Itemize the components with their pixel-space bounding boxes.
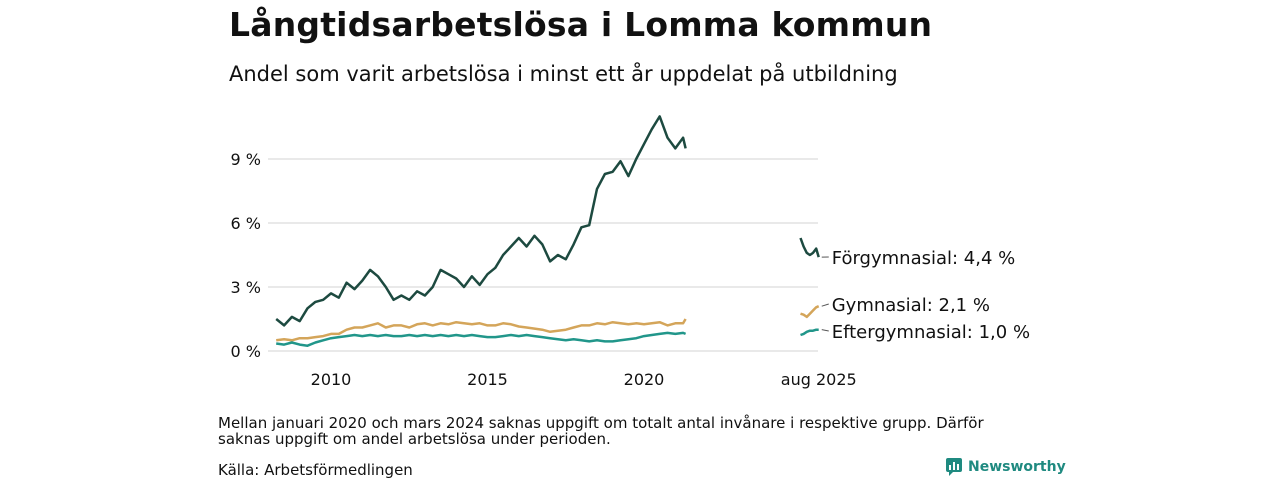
x-tick-label: 2015 (467, 370, 508, 389)
series-line-gymnasial-1 (800, 305, 820, 319)
end-label-forgymnasial: Förgymnasial: 4,4 % (832, 248, 1016, 269)
series-line-forgymnasial-1 (799, 237, 820, 258)
end-labels: Förgymnasial: 4,4 % Gymnasial: 2,1 % Efter… (821, 248, 1030, 343)
series-line-eftergymnasial-0 (276, 331, 687, 347)
end-label-connector (821, 329, 829, 332)
y-tick-label: 0 % (231, 342, 261, 361)
brand-logo: Newsworthy (946, 458, 1066, 476)
y-tick-label: 6 % (231, 214, 261, 233)
series-line-gymnasial-0 (276, 318, 687, 342)
y-tick-label: 9 % (231, 150, 261, 169)
chart-title: Långtidsarbetslösa i Lomma kommun (229, 5, 933, 44)
end-label-connector (821, 303, 829, 307)
x-axis-ticks: 2010 2015 2020 aug 2025 (311, 370, 857, 389)
x-tick-label: 2020 (624, 370, 665, 389)
series-line-forgymnasial-0 (275, 115, 687, 327)
source-credit: Källa: Arbetsförmedlingen (218, 461, 413, 479)
end-label-eftergymnasial: Eftergymnasial: 1,0 % (832, 322, 1030, 343)
x-tick-label: 2010 (311, 370, 352, 389)
x-tick-label: aug 2025 (781, 370, 857, 389)
brand-name: Newsworthy (968, 459, 1066, 475)
end-label-gymnasial: Gymnasial: 2,1 % (832, 295, 990, 316)
y-tick-label: 3 % (231, 278, 261, 297)
series-line-eftergymnasial-1 (800, 328, 819, 337)
series-lines (275, 115, 820, 347)
chart-subtitle: Andel som varit arbetslösa i minst ett å… (229, 62, 898, 86)
newsworthy-logo-icon (946, 458, 962, 476)
grid-lines (268, 158, 818, 352)
footnote: Mellan januari 2020 och mars 2024 saknas… (218, 414, 984, 448)
line-chart: 0 % 3 % 6 % 9 % 2010 2015 2020 aug 2025 Förgym… (231, 115, 1030, 389)
y-axis-ticks: 0 % 3 % 6 % 9 % (231, 150, 261, 361)
